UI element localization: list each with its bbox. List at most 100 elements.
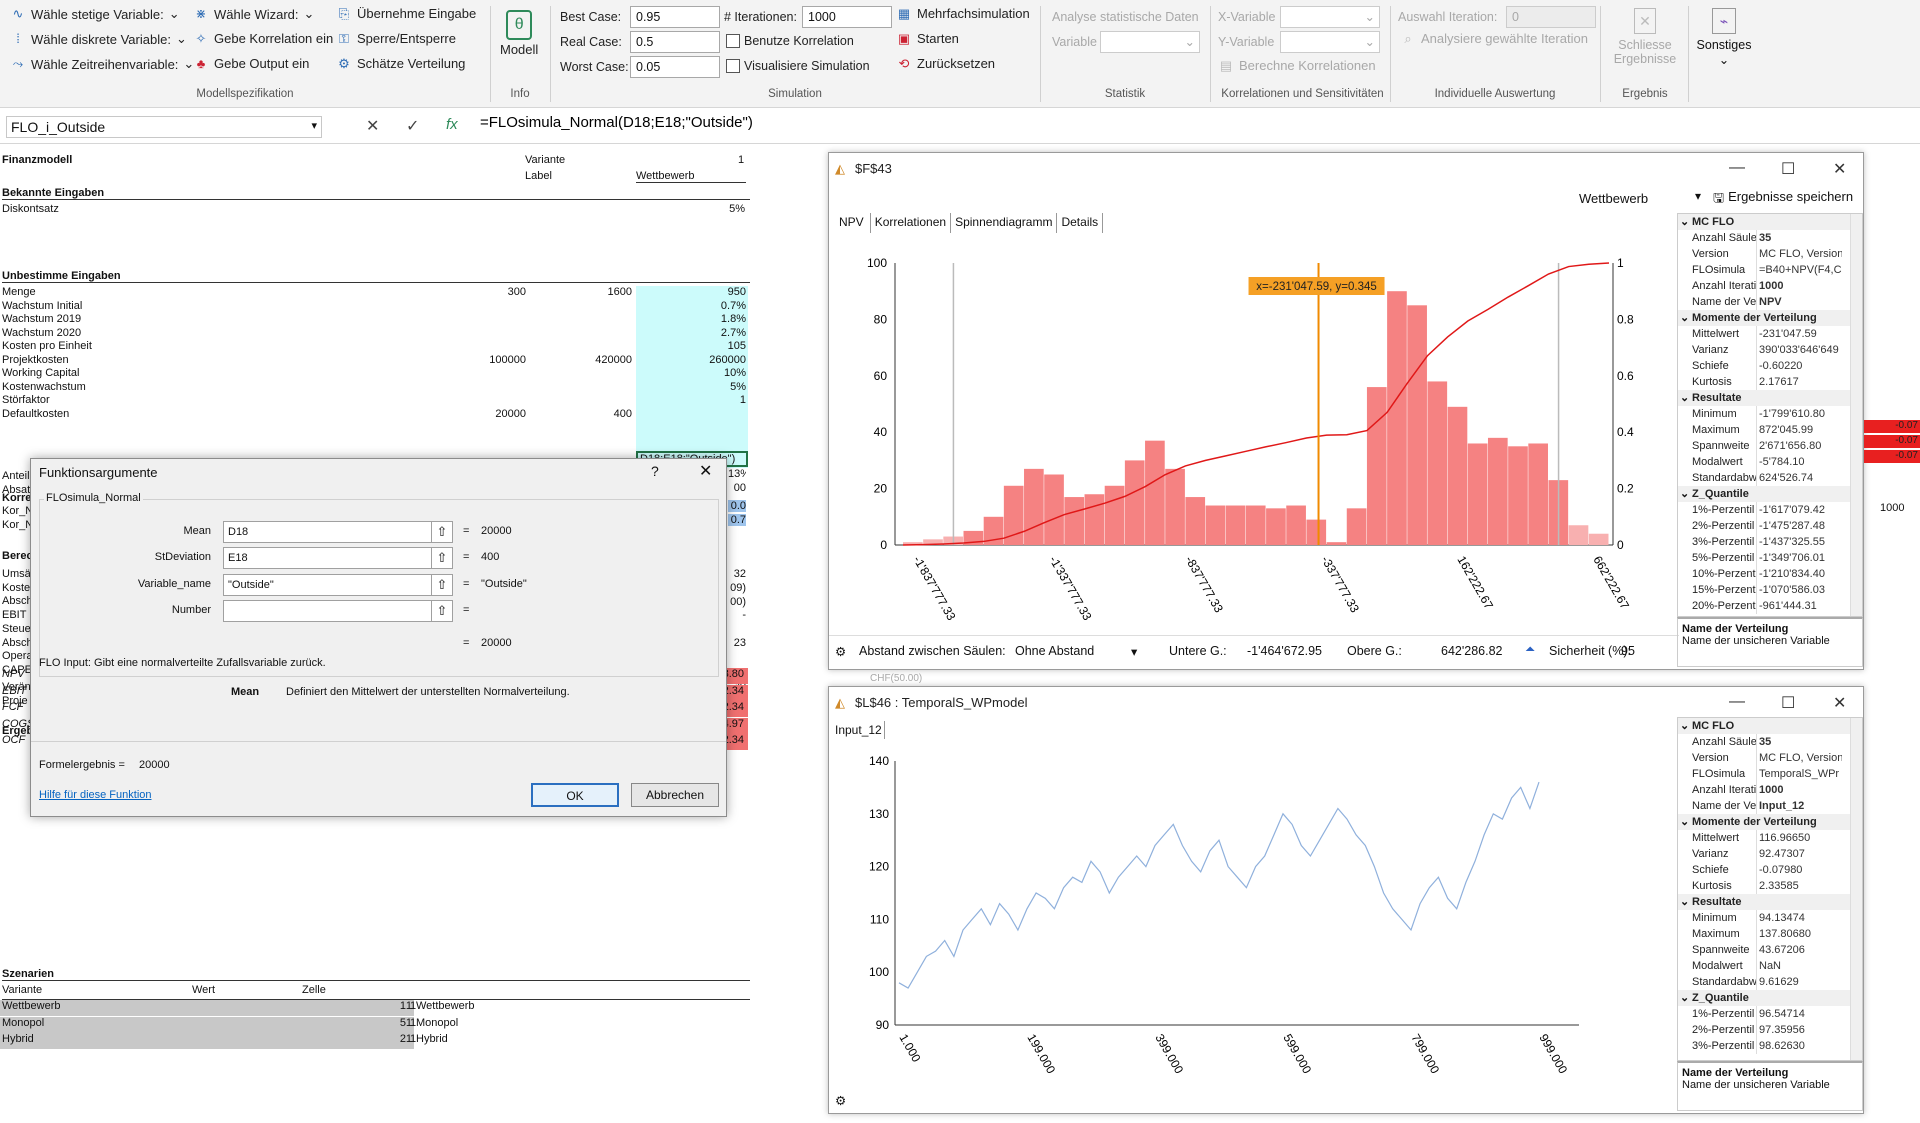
tab-npv[interactable]: NPV (833, 213, 871, 233)
panel-section-header[interactable]: ⌄ MC FLO (1678, 718, 1862, 734)
tab-input-12[interactable]: Input_12 (833, 721, 885, 739)
collapse-dialog-icon[interactable]: ⇧ (431, 574, 453, 596)
scenario-wert[interactable]: 2 (300, 1033, 410, 1049)
tab-details[interactable]: Details (1057, 213, 1104, 233)
input-row-value[interactable]: 10% (723, 367, 746, 379)
panel-section-header[interactable]: ⌄ Resultate (1678, 894, 1862, 910)
scenario-wert[interactable]: 5 (300, 1016, 410, 1033)
input-row-value[interactable]: 1.8% (720, 313, 746, 325)
input-row-value[interactable]: 0.7% (720, 299, 746, 312)
formula-input[interactable]: =FLOsimula_Normal(D18;E18;"Outside") (480, 114, 753, 131)
upper-bound-value[interactable]: 642'286.82 (1441, 644, 1503, 658)
settings-icon[interactable]: ⚙ (835, 1094, 847, 1108)
cancel-button[interactable]: Abbrechen (631, 783, 719, 807)
panel-section-header[interactable]: ⌄ Z_Quantile (1678, 486, 1862, 502)
tab-spinnendiagramm[interactable]: Spinnendiagramm (951, 213, 1058, 233)
lower-bound-value[interactable]: -1'464'672.95 (1247, 644, 1322, 658)
scenario-zelle-value[interactable]: 1 (405, 1000, 412, 1012)
scenario-zelle[interactable]: 1 (410, 1016, 416, 1033)
label-value[interactable]: Wettbewerb (636, 170, 746, 183)
input-row-value[interactable]: 2.7% (720, 326, 746, 339)
visualize-simulation-checkbox[interactable]: Visualisiere Simulation (726, 59, 870, 73)
select-discrete-variable-button[interactable]: ⁞ Wähle diskrete Variable: ⌄ (10, 31, 187, 47)
collapse-icon[interactable]: ⌄ (1680, 720, 1690, 732)
collapse-icon[interactable]: ⌄ (1680, 312, 1690, 324)
multi-simulation-button[interactable]: ▦ Mehrfachsimulation (897, 5, 1030, 21)
input-row-min[interactable]: 100000 (489, 353, 526, 366)
close-icon[interactable]: ✕ (1833, 161, 1847, 178)
collapse-dialog-icon[interactable]: ⇧ (431, 521, 453, 543)
enter-output-button[interactable]: ♣ Gebe Output ein (193, 56, 310, 71)
scenario-select[interactable]: Wettbewerb (1579, 191, 1649, 206)
close-results-button[interactable]: ✕ Schliesse Ergebnisse (1610, 8, 1680, 66)
scenario-zelle[interactable]: 1 (410, 1000, 416, 1016)
scenario-name[interactable]: Monopol (0, 1016, 300, 1033)
collapse-dialog-icon[interactable]: ⇧ (431, 600, 453, 622)
minimize-icon[interactable]: — (1729, 159, 1745, 176)
collapse-dialog-icon[interactable]: ⇧ (431, 547, 453, 569)
variante-value[interactable]: 1 (738, 154, 745, 166)
statistics-variable-select[interactable]: ⌄ (1100, 31, 1200, 53)
help-icon[interactable]: ? (651, 463, 659, 479)
select-wizard-button[interactable]: ⋇ Wähle Wizard: ⌄ (193, 6, 315, 22)
panel-section-header[interactable]: ⌄ Momente der Verteilung (1678, 310, 1862, 326)
chevron-down-icon[interactable]: ▾ (1131, 645, 1138, 659)
panel-section-header[interactable]: ⌄ MC FLO (1678, 214, 1862, 230)
maximize-icon[interactable]: ☐ (1781, 161, 1796, 178)
iterations-input[interactable]: 1000 (802, 6, 892, 28)
select-iteration-input[interactable]: 0 (1506, 6, 1596, 28)
real-case-input[interactable]: 0.5 (630, 31, 720, 53)
tab-korrelationen[interactable]: Korrelationen (871, 213, 952, 233)
select-timeseries-variable-button[interactable]: ⤳ Wähle Zeitreihenvariable: ⌄ (10, 56, 195, 72)
input-row-value[interactable]: 5% (730, 380, 746, 393)
insert-function-icon[interactable]: fx (446, 116, 458, 133)
model-info-button[interactable]: θ Modell (500, 10, 538, 57)
apply-input-button[interactable]: ⎘ Übernehme Eingabe (336, 6, 476, 21)
argument-input[interactable]: E18 (223, 547, 435, 569)
close-icon[interactable]: ✕ (699, 463, 713, 480)
ok-button[interactable]: OK (531, 783, 619, 807)
select-continuous-variable-button[interactable]: ∿ Wähle stetige Variable: ⌄ (10, 6, 180, 22)
input-row-min[interactable]: 300 (507, 286, 526, 298)
panel-section-header[interactable]: ⌄ Z_Quantile (1678, 990, 1862, 1006)
reset-button[interactable]: ⟲ Zurücksetzen (896, 56, 996, 71)
name-box[interactable]: FLO_i_Outside ▾ (6, 116, 322, 138)
collapse-icon[interactable]: ⌄ (1680, 816, 1690, 828)
panel-section-header[interactable]: ⌄ Resultate (1678, 390, 1862, 406)
worst-case-input[interactable]: 0.05 (630, 56, 720, 78)
analyze-iteration-button[interactable]: ⌕ Analysiere gewählte Iteration (1400, 31, 1588, 46)
minimize-icon[interactable]: — (1729, 693, 1745, 710)
close-icon[interactable]: ✕ (1833, 695, 1847, 712)
cancel-formula-icon[interactable]: ✕ (366, 118, 380, 135)
input-row-value[interactable]: 950 (727, 286, 746, 298)
enter-correlation-button[interactable]: ✧ Gebe Korrelation ein (193, 31, 334, 46)
panel-section-header[interactable]: ⌄ Momente der Verteilung (1678, 814, 1862, 830)
scenario-zelle[interactable]: 1 (410, 1033, 416, 1049)
argument-input[interactable]: D18 (223, 521, 435, 543)
input-row-max[interactable]: 400 (613, 407, 632, 420)
scenario-name[interactable]: Hybrid (0, 1033, 300, 1049)
estimate-distribution-button[interactable]: ⚙ Schätze Verteilung (336, 56, 465, 71)
chevron-down-icon[interactable]: ▾ (1695, 189, 1702, 203)
scenario-wert[interactable]: 1 (300, 1000, 410, 1016)
confidence-value[interactable]: 95 (1621, 644, 1635, 658)
collapse-icon[interactable]: ⌄ (1680, 992, 1690, 1004)
confirm-formula-icon[interactable]: ✓ (406, 118, 420, 135)
collapse-icon[interactable]: ⌄ (1680, 896, 1690, 908)
collapse-icon[interactable]: ⌄ (1680, 216, 1690, 228)
diskontsatz-value[interactable]: 5% (729, 203, 745, 215)
save-results-button[interactable]: 🖫 Ergebnisse speichern (1713, 189, 1853, 211)
settings-icon[interactable]: ⚙ (835, 645, 847, 659)
bar-spacing-select[interactable]: Ohne Abstand (1015, 644, 1095, 658)
input-row-value[interactable]: 1 (739, 394, 746, 406)
best-case-input[interactable]: 0.95 (630, 6, 720, 28)
maximize-icon[interactable]: ☐ (1781, 695, 1796, 712)
argument-input[interactable]: "Outside" (223, 574, 435, 596)
scenario-name[interactable]: Wettbewerb (0, 1000, 300, 1016)
input-row-max[interactable]: 1600 (607, 286, 632, 298)
help-link[interactable]: Hilfe für diese Funktion (39, 789, 152, 801)
scrollbar[interactable] (1850, 718, 1862, 1060)
input-row-max[interactable]: 420000 (595, 353, 632, 366)
analyze-statistics-button[interactable]: Analyse statistische Daten (1052, 10, 1199, 24)
start-button[interactable]: ▣ Starten (897, 30, 959, 46)
